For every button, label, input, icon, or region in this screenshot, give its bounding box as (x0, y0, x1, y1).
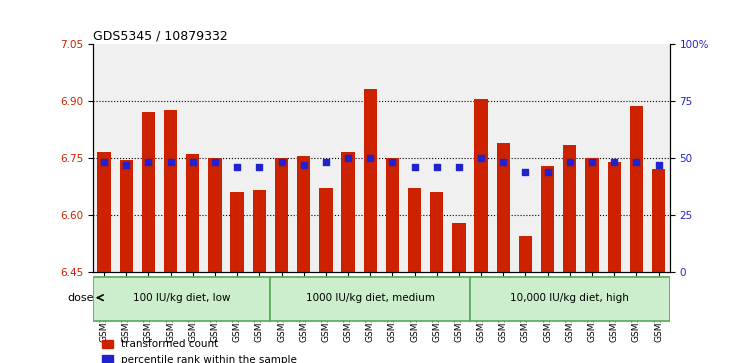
Bar (408, 188, 421, 272)
Point (630, 160, 642, 166)
Bar (430, 192, 443, 272)
Bar (297, 156, 310, 272)
Point (608, 160, 620, 166)
Point (386, 160, 398, 166)
Legend: transformed count, percentile rank within the sample: transformed count, percentile rank withi… (98, 335, 301, 363)
Point (231, 164, 243, 170)
Bar (97, 152, 111, 272)
Point (98, 160, 110, 166)
Bar (497, 143, 510, 272)
Point (187, 160, 199, 166)
Point (652, 162, 664, 168)
Point (164, 160, 176, 166)
Point (121, 162, 132, 168)
Point (586, 160, 598, 166)
Point (342, 155, 354, 161)
Point (475, 155, 487, 161)
Point (365, 155, 376, 161)
Bar (319, 188, 333, 272)
Point (275, 160, 287, 166)
Point (254, 164, 266, 170)
Bar (341, 152, 355, 272)
Bar (608, 162, 620, 272)
Text: GDS5345 / 10879332: GDS5345 / 10879332 (93, 29, 228, 42)
Bar (563, 144, 577, 272)
Bar (164, 110, 177, 272)
Point (209, 160, 221, 166)
Bar (519, 236, 532, 272)
Point (519, 169, 531, 175)
Point (497, 160, 509, 166)
FancyBboxPatch shape (270, 277, 470, 321)
Bar (629, 106, 643, 272)
Bar (253, 190, 266, 272)
Point (564, 160, 576, 166)
Point (143, 160, 155, 166)
Point (431, 164, 443, 170)
Point (408, 164, 420, 170)
Bar (142, 112, 155, 272)
Point (542, 169, 554, 175)
Point (320, 160, 332, 166)
Text: 10,000 IU/kg diet, high: 10,000 IU/kg diet, high (510, 293, 629, 303)
Bar (186, 154, 199, 272)
Bar (475, 99, 488, 272)
Bar (275, 158, 288, 272)
Bar (652, 170, 665, 272)
FancyBboxPatch shape (470, 277, 670, 321)
Bar (364, 89, 377, 272)
FancyBboxPatch shape (93, 277, 270, 321)
Bar (231, 192, 244, 272)
Bar (586, 158, 599, 272)
Text: 1000 IU/kg diet, medium: 1000 IU/kg diet, medium (306, 293, 434, 303)
Bar (452, 223, 466, 272)
Bar (120, 160, 133, 272)
Bar (541, 166, 554, 272)
Text: dose: dose (68, 293, 94, 303)
Bar (208, 158, 222, 272)
Point (298, 162, 310, 168)
Point (453, 164, 465, 170)
Bar (385, 158, 399, 272)
Text: 100 IU/kg diet, low: 100 IU/kg diet, low (133, 293, 231, 303)
